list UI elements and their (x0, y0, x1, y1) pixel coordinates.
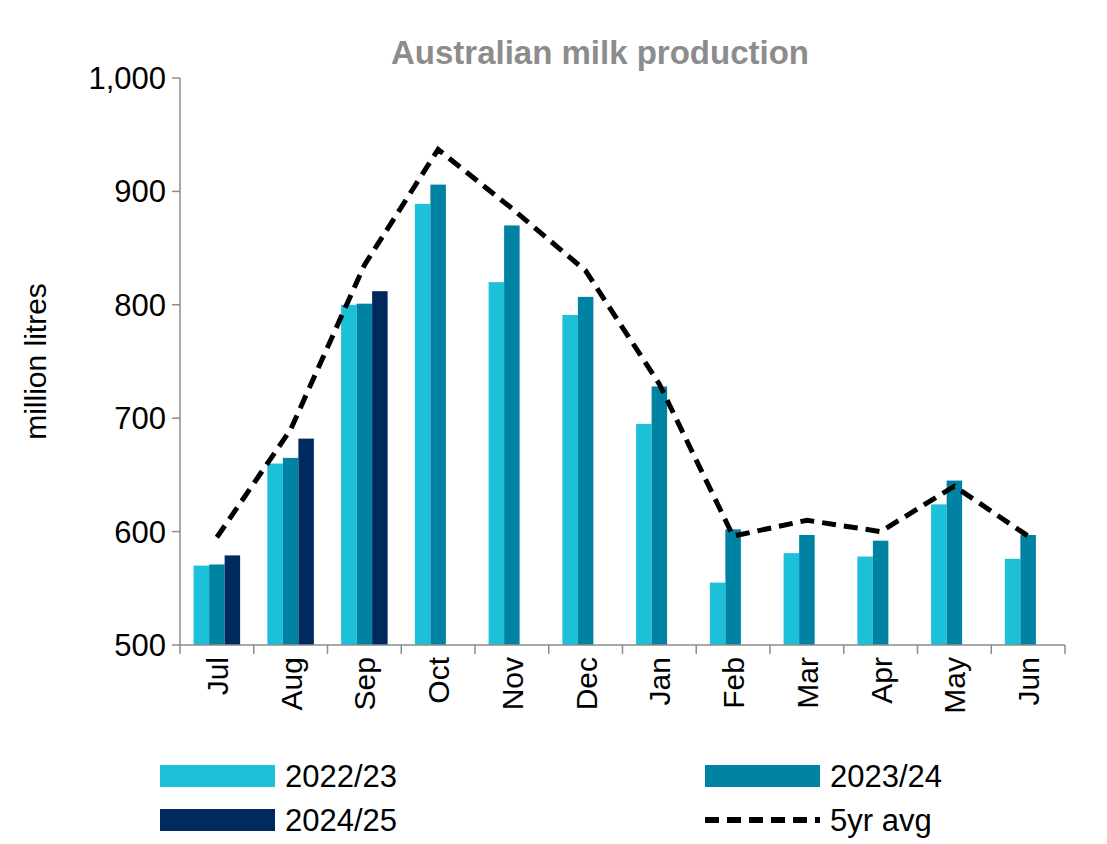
y-tick (172, 304, 180, 306)
bar (1020, 535, 1036, 645)
bar (636, 424, 652, 645)
bar (799, 535, 815, 645)
legend-swatch (705, 765, 820, 787)
bar (430, 185, 446, 645)
legend-swatch (160, 809, 275, 831)
y-axis-label: million litres (19, 283, 52, 440)
x-tick (843, 645, 845, 654)
bar (947, 481, 963, 645)
bar (857, 557, 873, 645)
y-tick (172, 531, 180, 533)
x-tick-label: Jul (201, 657, 234, 695)
bar (578, 297, 594, 645)
bar (725, 529, 741, 645)
bar (652, 386, 668, 645)
bar (489, 282, 505, 645)
bar (372, 291, 388, 645)
bar (710, 583, 726, 645)
bar (784, 553, 800, 645)
y-tick (172, 417, 180, 419)
x-tick (769, 645, 771, 654)
bar (873, 541, 889, 645)
bar (504, 225, 520, 645)
x-tick (548, 645, 550, 654)
bar (283, 458, 299, 645)
x-tick-label: Jun (1012, 657, 1045, 705)
x-tick (696, 645, 698, 654)
x-tick-label: Nov (496, 657, 529, 710)
title: Australian milk production (391, 34, 809, 71)
x-tick-label: Dec (570, 657, 603, 710)
bar (298, 439, 314, 645)
legend-swatch (160, 765, 275, 787)
x-tick-label: Mar (791, 657, 824, 709)
y-tick-label: 600 (114, 515, 166, 550)
y-tick-label: 700 (114, 401, 166, 436)
x-tick (327, 645, 329, 654)
bar (209, 564, 225, 645)
y-tick (172, 77, 180, 79)
bar (1005, 559, 1021, 645)
y-axis (179, 78, 181, 645)
y-tick (172, 644, 180, 646)
bar (931, 504, 947, 645)
x-tick-label: Feb (717, 657, 750, 709)
line (217, 149, 1028, 537)
x-tick (253, 645, 255, 654)
x-tick-label: May (938, 657, 971, 714)
legend-label: 2024/25 (285, 803, 397, 838)
y-tick-label: 500 (114, 628, 166, 663)
bar (415, 204, 431, 645)
legend-label: 5yr avg (830, 803, 932, 838)
x-tick-label: Sep (348, 657, 381, 710)
x-tick (622, 645, 624, 654)
bar (562, 315, 578, 645)
x-tick-label: Jan (643, 657, 676, 705)
x-tick-label: Aug (275, 657, 308, 710)
y-tick (172, 191, 180, 193)
x-tick (1064, 645, 1066, 654)
x-tick-label: Oct (422, 656, 455, 703)
y-tick-label: 1,000 (88, 61, 166, 96)
bar (194, 566, 210, 645)
bar (357, 304, 373, 645)
y-tick-label: 800 (114, 288, 166, 323)
x-tick (401, 645, 403, 654)
bar (341, 305, 357, 645)
x-tick (474, 645, 476, 654)
legend-swatch (705, 817, 820, 823)
y-tick-label: 900 (114, 174, 166, 209)
x-tick-label: Apr (865, 657, 898, 704)
x-tick (179, 645, 181, 654)
bar (267, 464, 283, 645)
x-tick (917, 645, 919, 654)
marks (194, 149, 1036, 645)
chart: Australian milk production million litres… (0, 0, 1107, 844)
x-tick (991, 645, 993, 654)
legend-label: 2023/24 (830, 759, 942, 794)
legend-label: 2022/23 (285, 759, 397, 794)
bar (225, 555, 241, 645)
